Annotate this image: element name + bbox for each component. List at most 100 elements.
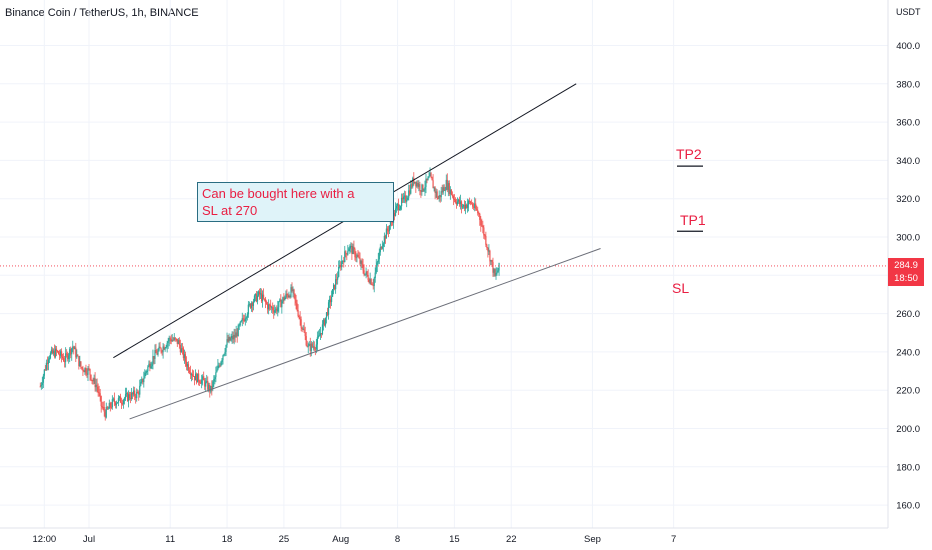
x-tick-label: 8 bbox=[395, 534, 400, 545]
candle-body bbox=[64, 361, 66, 363]
candle-body bbox=[313, 346, 315, 349]
candle-body bbox=[370, 279, 372, 285]
candle-body bbox=[239, 321, 241, 326]
candle-body bbox=[492, 262, 494, 273]
candle-body bbox=[349, 246, 351, 249]
candle-body bbox=[130, 398, 132, 400]
candle-body bbox=[71, 348, 73, 355]
candle-body bbox=[154, 350, 156, 359]
candle-body bbox=[260, 293, 263, 302]
candle-body bbox=[407, 197, 409, 201]
currency-label: USDT bbox=[896, 7, 921, 17]
candle-body bbox=[145, 371, 147, 373]
candles bbox=[39, 167, 500, 421]
candle-body bbox=[371, 284, 373, 286]
x-tick-label: 7 bbox=[671, 534, 676, 545]
candle-body bbox=[444, 189, 446, 191]
candle-body bbox=[454, 199, 457, 203]
candle-body bbox=[162, 346, 164, 353]
candle-body bbox=[255, 293, 258, 302]
candle-body bbox=[70, 348, 72, 355]
last-price-tag: 284.9 18:50 bbox=[888, 258, 924, 286]
candle-body bbox=[126, 393, 129, 401]
candle-body bbox=[84, 367, 86, 373]
candle-body bbox=[163, 346, 165, 350]
candle-body bbox=[360, 260, 362, 264]
candle-body bbox=[263, 298, 266, 300]
y-tick-label: 400.0 bbox=[896, 41, 920, 52]
candle-body bbox=[148, 363, 150, 367]
candle-body bbox=[208, 384, 210, 390]
candle-body bbox=[227, 339, 229, 342]
candle-body bbox=[278, 301, 280, 308]
candle-body bbox=[177, 340, 179, 344]
candle-body bbox=[146, 370, 148, 372]
lower-trendline[interactable] bbox=[129, 248, 601, 420]
candle-body bbox=[291, 287, 293, 291]
candle-body bbox=[42, 375, 44, 383]
candle-body bbox=[106, 407, 108, 409]
y-tick-label: 360.0 bbox=[896, 118, 920, 129]
candle-body bbox=[205, 381, 207, 387]
candle-body bbox=[394, 208, 397, 216]
candle-body bbox=[173, 337, 175, 340]
candle-body bbox=[92, 380, 94, 382]
candle-body bbox=[487, 247, 489, 252]
candle-body bbox=[461, 206, 464, 208]
candle-body bbox=[402, 197, 404, 200]
candle-body bbox=[199, 381, 201, 383]
candle-body bbox=[403, 196, 405, 200]
chart-title: Binance Coin / TetherUS, 1h, BINANCE bbox=[5, 7, 199, 19]
candle-body bbox=[439, 195, 441, 198]
candle-body bbox=[82, 367, 84, 371]
candle-body bbox=[159, 346, 161, 349]
candle-body bbox=[232, 335, 234, 340]
candle-body bbox=[294, 293, 296, 300]
candle-body bbox=[305, 336, 307, 346]
x-tick-label: 12:00 bbox=[32, 534, 56, 545]
candle-body bbox=[250, 303, 252, 308]
tp2-label[interactable]: TP2 bbox=[676, 146, 702, 162]
candle-body bbox=[228, 336, 230, 342]
candle-body bbox=[142, 378, 144, 383]
candle-body bbox=[412, 177, 414, 187]
candle-body bbox=[364, 273, 366, 275]
candle-body bbox=[333, 284, 335, 290]
candle-body bbox=[212, 381, 214, 389]
candle-body bbox=[241, 318, 243, 321]
candle-body bbox=[269, 304, 271, 306]
candle-body bbox=[479, 213, 481, 220]
candle-body bbox=[45, 362, 47, 370]
candle-body bbox=[113, 398, 115, 403]
candle-body bbox=[183, 354, 186, 359]
candle-body bbox=[277, 307, 279, 312]
candle-body bbox=[135, 396, 137, 399]
x-tick-label: Sep bbox=[584, 534, 601, 545]
candle-body bbox=[302, 328, 304, 330]
candle-body bbox=[383, 235, 385, 244]
candle-body bbox=[160, 348, 162, 352]
candle-body bbox=[491, 260, 493, 263]
candle-body bbox=[308, 343, 310, 346]
x-tick-label: Jul bbox=[83, 534, 95, 545]
candle-body bbox=[428, 176, 430, 178]
candle-body bbox=[53, 350, 56, 357]
candle-body bbox=[88, 368, 90, 370]
candle-body bbox=[420, 190, 422, 192]
annotation-note[interactable]: Can be bought here with a SL at 270 bbox=[197, 182, 394, 222]
candle-body bbox=[262, 294, 265, 299]
candle-body bbox=[337, 276, 339, 280]
sl-label[interactable]: SL bbox=[672, 280, 690, 296]
candle-body bbox=[455, 202, 458, 205]
candle-body bbox=[457, 199, 460, 202]
candle-body bbox=[180, 348, 182, 353]
candle-body bbox=[256, 295, 259, 302]
candle-body bbox=[280, 299, 282, 308]
candle-body bbox=[485, 236, 487, 245]
tp1-label[interactable]: TP1 bbox=[680, 212, 706, 228]
candle-body bbox=[55, 348, 58, 351]
candle-body bbox=[322, 319, 325, 325]
candle-body bbox=[206, 380, 208, 382]
candle-body bbox=[168, 338, 170, 342]
